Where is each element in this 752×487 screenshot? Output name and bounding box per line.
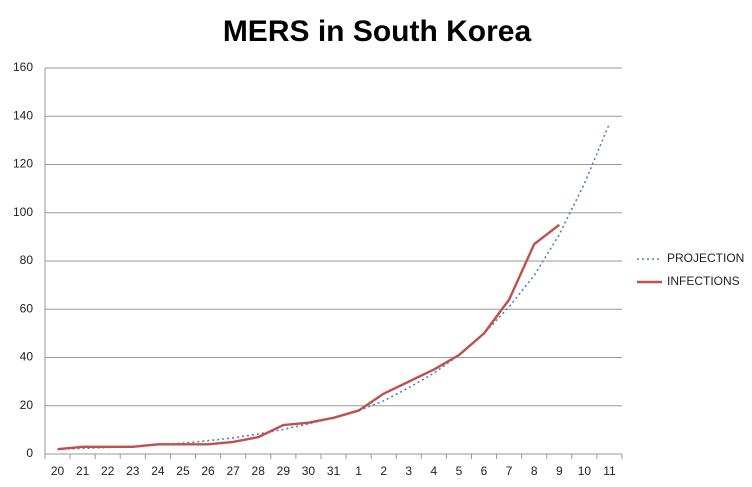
x-tick-label: 22 (101, 464, 115, 478)
x-tick-label: 1 (355, 464, 362, 478)
x-tick-label: 29 (277, 464, 291, 478)
x-tick-label: 25 (176, 464, 190, 478)
series-line (57, 223, 561, 451)
x-tick-label: 24 (151, 464, 165, 478)
x-tick-label: 2 (380, 464, 387, 478)
y-tick-label: 100 (13, 205, 33, 219)
y-tick-label: 120 (13, 157, 33, 171)
series-line (57, 123, 611, 450)
legend-label: PROJECTION (667, 251, 744, 265)
x-tick-label: 23 (126, 464, 140, 478)
x-tick-label: 7 (506, 464, 513, 478)
x-tick-label: 11 (603, 464, 616, 478)
legend-label: INFECTIONS (667, 274, 740, 288)
x-tick-label: 4 (431, 464, 438, 478)
x-tick-label: 6 (481, 464, 488, 478)
y-tick-label: 140 (13, 108, 33, 122)
x-tick-label: 28 (252, 464, 266, 478)
x-tick-label: 5 (456, 464, 463, 478)
x-tick-label: 26 (201, 464, 215, 478)
y-tick-label: 40 (20, 350, 34, 364)
x-tick-label: 20 (51, 464, 65, 478)
x-tick-label: 30 (302, 464, 316, 478)
y-tick-label: 20 (20, 398, 34, 412)
x-tick-label: 27 (226, 464, 240, 478)
y-tick-label: 60 (20, 301, 34, 315)
x-tick-label: 9 (556, 464, 563, 478)
y-tick-label: 80 (20, 253, 34, 267)
chart-title: MERS in South Korea (223, 15, 532, 48)
x-tick-label: 8 (531, 464, 538, 478)
x-tick-label: 3 (405, 464, 412, 478)
y-tick-label: 160 (13, 60, 33, 74)
x-tick-label: 31 (327, 464, 341, 478)
x-tick-label: 10 (578, 464, 592, 478)
x-tick-label: 21 (76, 464, 90, 478)
y-tick-label: 0 (26, 446, 33, 460)
